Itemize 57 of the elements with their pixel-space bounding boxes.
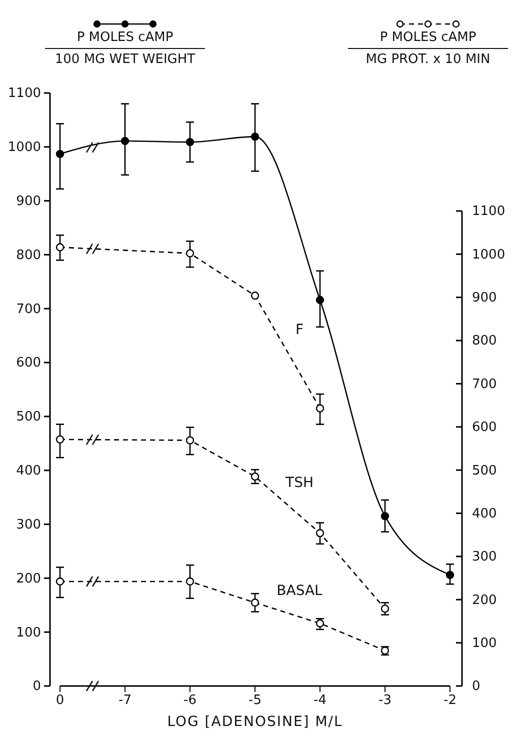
x-tick-label: -2 (444, 693, 456, 708)
y2-tick-label: 900 (472, 290, 497, 306)
point (186, 436, 194, 444)
y2-tick-label: 100 (472, 636, 497, 651)
y-tick-label: 700 (16, 302, 41, 317)
y2-tick-label: 0 (472, 679, 480, 694)
y2-tick-label: 400 (472, 506, 497, 522)
y2-axis-title: P MOLES cAMP MG PROT. x 10 MIN (364, 30, 492, 67)
y2-tick-label: 1000 (472, 247, 506, 262)
point (250, 472, 260, 481)
y-tick-label: 100 (16, 625, 41, 640)
y2-tick-label: 700 (472, 376, 497, 392)
y-tick-label: 0 (32, 679, 41, 694)
y-tick-label: 300 (16, 517, 41, 532)
x-axis-title: LOG [ADENOSINE] M/L (167, 714, 343, 730)
point (56, 577, 64, 586)
y2-tick-label: 1100 (472, 204, 506, 220)
y2-tick-label: 300 (472, 550, 497, 565)
x-tick-label: 0 (56, 693, 64, 708)
point (380, 604, 390, 613)
point (316, 529, 324, 538)
point (56, 150, 64, 158)
series-label: F (295, 322, 304, 338)
y-tick-label: 1000 (8, 140, 41, 156)
y-tick-label: 1100 (8, 86, 41, 102)
point (316, 404, 324, 412)
y2-tick-label: 500 (472, 463, 497, 478)
point (250, 292, 260, 300)
x-tick-label: -7 (118, 693, 132, 708)
point (56, 243, 64, 252)
y-tick-label: 200 (16, 571, 41, 586)
y-tick-label: 600 (16, 356, 41, 371)
y-tick-label: 900 (16, 194, 41, 209)
point (56, 435, 64, 444)
point (250, 598, 260, 607)
point (446, 570, 454, 580)
y-tick-label: 500 (16, 410, 41, 425)
point (186, 249, 194, 258)
x-tick-label: -6 (184, 693, 196, 708)
series-label: BASAL (276, 583, 323, 600)
x-tick-label: -5 (248, 693, 262, 708)
point (316, 296, 324, 304)
y2-tick-label: 800 (472, 334, 497, 349)
point (120, 136, 130, 146)
y-tick-label: 800 (16, 248, 41, 263)
x-tick-label: -4 (314, 693, 326, 708)
point (380, 512, 390, 520)
point (186, 577, 194, 586)
y2-tick-label: 200 (472, 592, 497, 608)
y2-tick-label: 600 (472, 420, 497, 436)
x-tick-label: -3 (378, 693, 392, 708)
point (316, 619, 324, 628)
series-label: TSH (284, 474, 314, 491)
y-tick-label: 400 (16, 464, 41, 479)
point (186, 138, 194, 146)
point (250, 132, 260, 141)
y-axis-title: P MOLES cAMP 100 MG WET WEIGHT (54, 30, 196, 67)
